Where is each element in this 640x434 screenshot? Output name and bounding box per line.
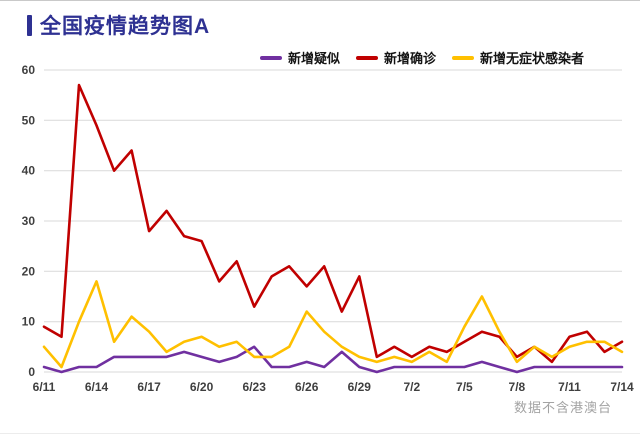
x-tick-label: 7/11 [558, 380, 581, 394]
page-title: 全国疫情趋势图A [40, 15, 211, 38]
line-confirmed [42, 83, 624, 364]
legend-line-icon [260, 55, 282, 60]
y-tick-label: 40 [22, 164, 36, 178]
legend-item-asymptomatic[interactable]: 新增无症状感染者 [452, 48, 584, 67]
y-tick-label: 10 [22, 315, 36, 329]
legend-label-suspected: 新增疑似 [288, 51, 341, 66]
x-tick-label: 6/17 [137, 380, 161, 394]
y-tick-label: 20 [22, 264, 36, 278]
trend-chart: 0 10 20 30 40 50 60 6/11 6/14 6/17 6/20 6/23 6/26 6/2… [22, 63, 634, 394]
y-tick-label: 60 [22, 63, 36, 77]
line-suspected [42, 345, 624, 374]
x-tick-label: 7/5 [456, 380, 473, 394]
x-tick-label: 6/29 [348, 380, 372, 394]
x-tick-label: 6/23 [243, 380, 267, 394]
y-tick-label: 50 [22, 113, 36, 127]
legend-item-confirmed[interactable]: 新增确诊 [356, 48, 436, 67]
legend-label-confirmed: 新增确诊 [384, 51, 437, 66]
y-tick-label: 0 [28, 365, 35, 379]
legend-label-asymptomatic: 新增无症状感染者 [480, 51, 585, 66]
x-tick-label: 6/20 [190, 380, 214, 394]
watermark: 数据不含港澳台 [513, 400, 612, 415]
x-tick-label: 6/26 [295, 380, 319, 394]
title-accent-bar-icon [27, 14, 32, 36]
line-asymptomatic [42, 280, 624, 369]
y-tick-label: 30 [22, 214, 36, 228]
page-title-row: 全国疫情趋势图A [27, 10, 210, 40]
x-tick-label: 7/2 [403, 380, 420, 394]
legend-item-suspected[interactable]: 新增疑似 [260, 48, 340, 67]
chart-legend: 新增疑似 新增确诊 新增无症状感染者 [260, 48, 584, 67]
x-tick-label: 6/11 [33, 380, 56, 394]
x-tick-label: 7/14 [610, 380, 634, 394]
legend-line-icon [356, 55, 379, 60]
legend-line-icon [452, 55, 475, 60]
x-tick-label: 7/8 [509, 380, 526, 394]
x-tick-label: 6/14 [85, 380, 109, 394]
